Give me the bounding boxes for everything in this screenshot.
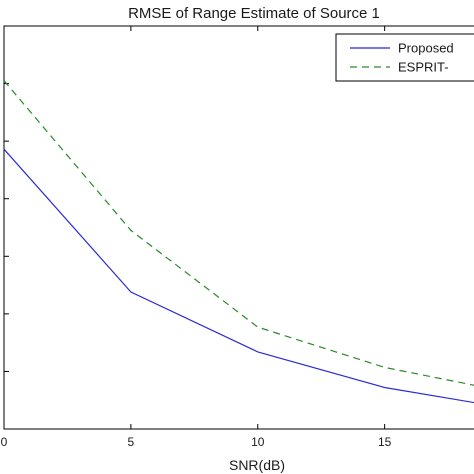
plot-area (3, 25, 474, 430)
x-tick-label-3: 15 (378, 435, 392, 449)
x-tick-label-2: 10 (251, 435, 265, 449)
legend: Proposed ESPRIT- (335, 33, 474, 82)
x-axis-label: SNR(dB) (229, 457, 285, 473)
legend-label-proposed: Proposed (398, 41, 454, 56)
legend-label-esprit: ESPRIT- (398, 60, 449, 75)
chart-title: RMSE of Range Estimate of Source 1 (128, 5, 380, 22)
x-tick-label-0: 0 (1, 435, 8, 449)
legend-box (335, 33, 474, 82)
x-tick-label-1: 5 (128, 435, 135, 449)
series-lines (3, 80, 474, 404)
series-line-0 (3, 148, 474, 404)
x-tick-labels: 0 5 10 15 (1, 435, 392, 449)
ticks (3, 25, 386, 430)
series-line-1 (3, 80, 474, 386)
